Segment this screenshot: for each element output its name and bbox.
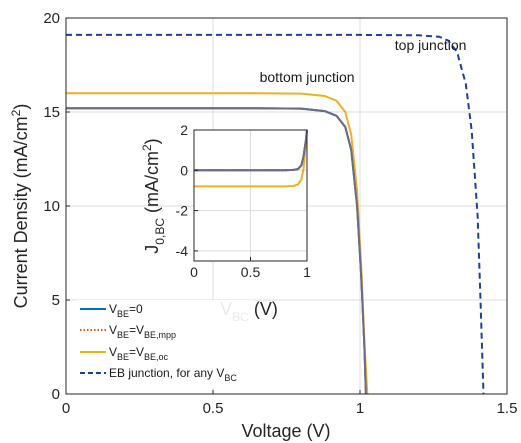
y-tick-label: 2: [180, 122, 188, 138]
x-tick-label: 1: [356, 400, 364, 417]
legend: VBE=0 VBE=VBE,mpp VBE=VBE,oc EB junction…: [76, 300, 254, 388]
legend-label-vbe-oc: VBE=VBE,oc: [109, 345, 169, 362]
annotation-top-junction: top junction: [395, 37, 467, 53]
x-tick-label: 0.5: [203, 400, 224, 417]
legend-entry-vbe-mpp: VBE=VBE,mpp: [80, 323, 176, 340]
legend-label-vbe-mpp: VBE=VBE,mpp: [109, 323, 176, 340]
annotation-bottom-junction: bottom junction: [260, 69, 355, 85]
legend-entry-eb-junction: EB junction, for any VBC: [80, 366, 237, 383]
legend-entry-vbe-0: VBE=0: [80, 302, 143, 319]
legend-entry-vbe-oc: VBE=VBE,oc: [80, 345, 169, 362]
y-tick-label: 5: [52, 292, 60, 309]
x-tick-label: 1.5: [497, 400, 518, 417]
y-tick-label: 10: [43, 198, 60, 215]
x-tick-label: 0.5: [241, 264, 261, 280]
y-tick-label: 0: [52, 386, 60, 403]
y-axis-title: Current Density (mA/cm2): [9, 104, 31, 309]
series-line-4: [66, 107, 367, 395]
x-axis-title: Voltage (V): [241, 421, 330, 441]
y-tick-label: -2: [176, 203, 189, 219]
inset-y-axis-title: J0,BC (mA/cm2): [140, 138, 167, 253]
inset-ticks: 0 0.5 1 -4 -2 0 2: [176, 122, 312, 280]
x-tick-label: 0: [190, 264, 198, 280]
y-tick-label: -4: [176, 243, 189, 259]
x-tick-label: 0: [62, 400, 70, 417]
y-tick-label: 20: [43, 10, 60, 27]
legend-label-vbe-0: VBE=0: [109, 302, 143, 319]
inset-series-line-2: [194, 129, 308, 188]
inset-series-line-3: [194, 129, 308, 172]
main-series-group: [66, 33, 485, 395]
legend-label-eb-junction: EB junction, for any VBC: [109, 366, 237, 383]
x-tick-label: 1: [303, 264, 311, 280]
y-tick-label: 15: [43, 104, 60, 121]
y-tick-label: 0: [180, 162, 188, 178]
inset-series-group: [194, 129, 308, 188]
series-line-3: [66, 33, 485, 395]
